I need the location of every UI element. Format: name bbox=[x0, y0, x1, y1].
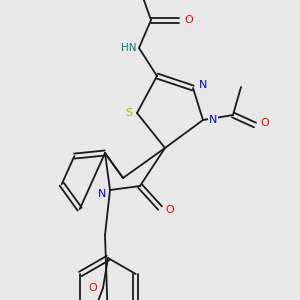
Text: S: S bbox=[125, 108, 133, 118]
Text: N: N bbox=[98, 189, 106, 199]
Text: N: N bbox=[199, 80, 207, 90]
Text: O: O bbox=[88, 283, 98, 293]
Text: O: O bbox=[261, 118, 269, 128]
Text: HN: HN bbox=[121, 43, 137, 53]
Text: O: O bbox=[184, 15, 194, 25]
Text: N: N bbox=[209, 115, 217, 125]
Text: O: O bbox=[166, 205, 174, 215]
